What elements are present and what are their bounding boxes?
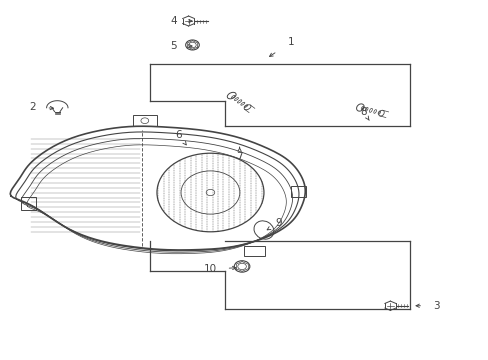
Text: 4: 4 xyxy=(170,16,177,26)
Text: 9: 9 xyxy=(275,218,281,228)
Text: 2: 2 xyxy=(30,102,36,112)
Text: 3: 3 xyxy=(432,301,439,311)
Text: 5: 5 xyxy=(170,41,177,51)
Text: 8: 8 xyxy=(360,107,366,117)
Text: 7: 7 xyxy=(236,152,243,162)
Text: 10: 10 xyxy=(203,264,217,274)
Text: 1: 1 xyxy=(287,37,293,48)
Text: 6: 6 xyxy=(175,130,182,140)
